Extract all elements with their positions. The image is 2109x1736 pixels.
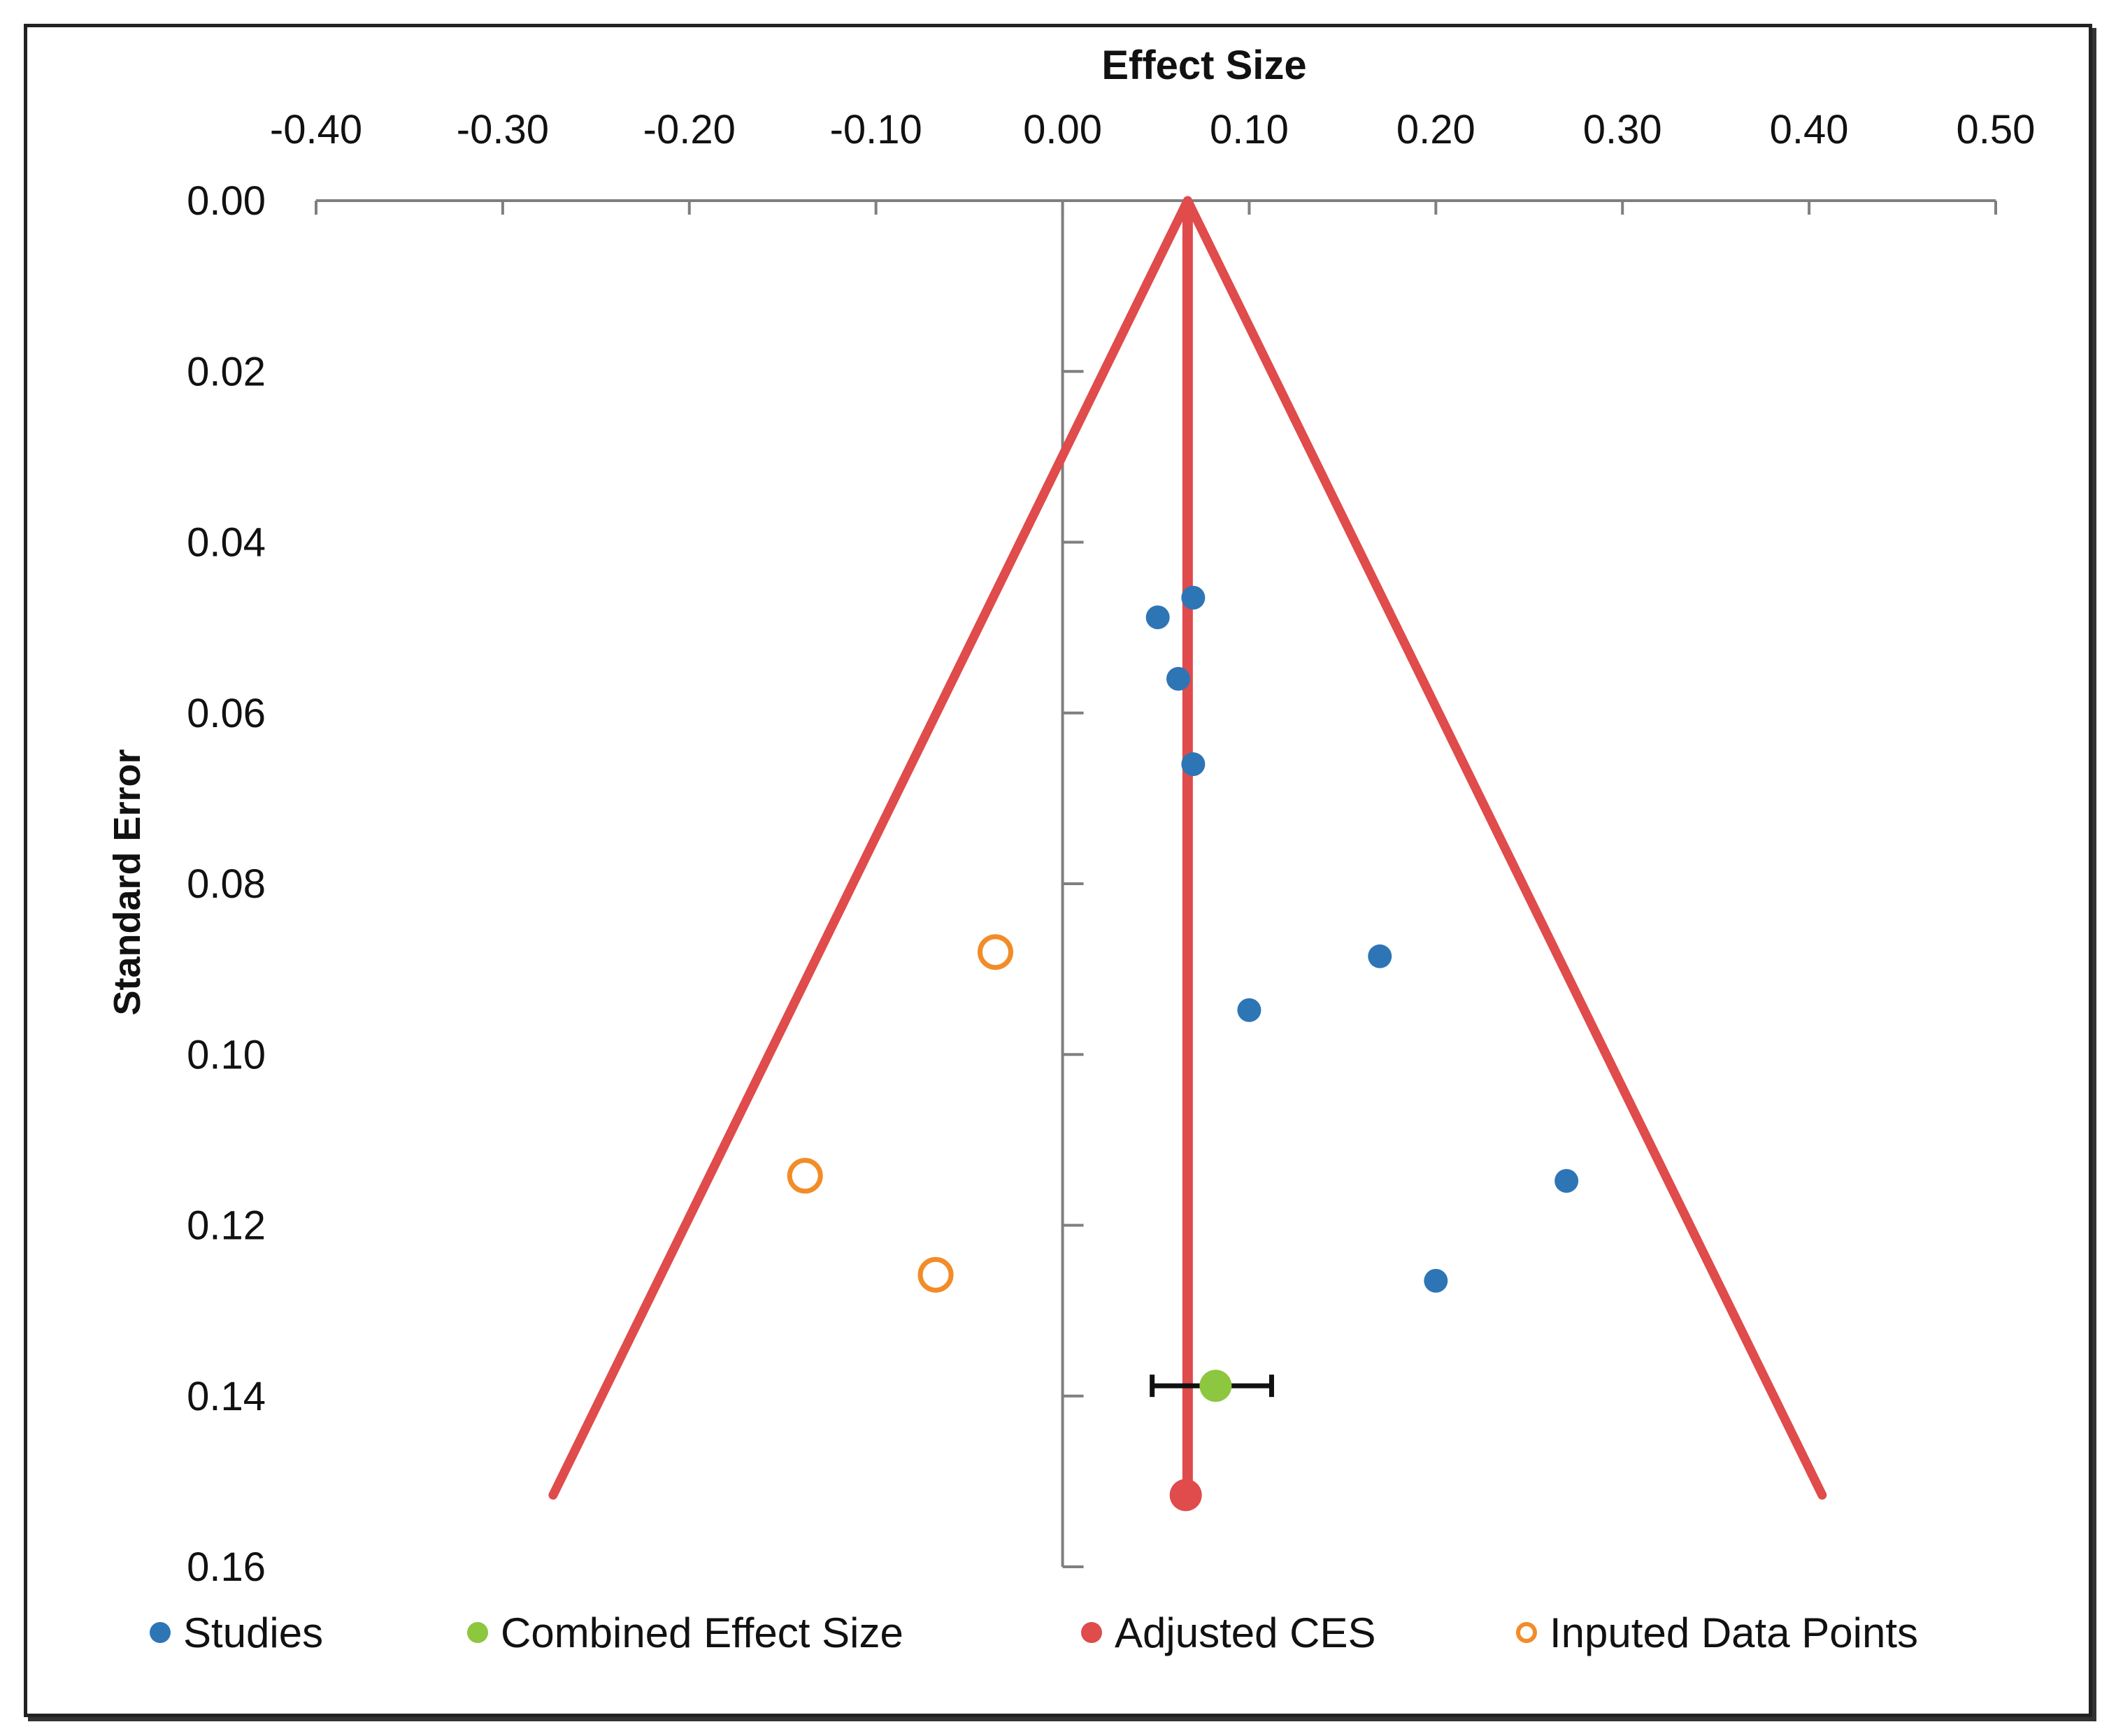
funnel-right-line [1182, 196, 1827, 1500]
studies-point [1181, 752, 1206, 777]
x-tick-label: 0.30 [1583, 107, 1662, 152]
studies-point [1166, 666, 1191, 691]
legend-marker-studies [150, 1622, 171, 1643]
inputed-data-points-point [977, 934, 1013, 970]
funnel-left-line [548, 196, 1192, 1500]
legend: Studies Combined Effect Size Adjusted CE… [24, 1588, 2085, 1679]
y-axis-title: Standard Error [106, 749, 148, 1015]
y-tick-label: 0.06 [187, 691, 266, 736]
y-tick-label: 0.10 [187, 1032, 266, 1077]
x-tick-label: 0.20 [1396, 107, 1475, 152]
legend-marker-combined-effect-size [467, 1622, 488, 1643]
studies-point [1368, 944, 1392, 968]
y-tick-label: 0.02 [187, 349, 266, 394]
studies-point [1424, 1268, 1448, 1293]
y-tick-label: 0.12 [187, 1203, 266, 1249]
inputed-data-points-point [787, 1158, 823, 1194]
legend-item-adjusted-ces: Adjusted CES [1081, 1608, 1376, 1657]
combined-effect-size-point [1199, 1370, 1232, 1403]
y-tick-label: 0.08 [187, 861, 266, 907]
adjusted-ces-point [1169, 1479, 1202, 1512]
x-tick-label: -0.30 [457, 107, 549, 152]
legend-marker-adjusted-ces [1081, 1622, 1102, 1643]
legend-marker-inputed-data-points [1516, 1622, 1537, 1643]
y-tick-label: 0.00 [187, 178, 266, 224]
x-tick-label: 0.40 [1770, 107, 1849, 152]
y-tick-label: 0.04 [187, 520, 266, 566]
x-tick-label: 0.10 [1210, 107, 1289, 152]
studies-point [1554, 1168, 1579, 1193]
legend-item-combined-effect-size: Combined Effect Size [467, 1608, 903, 1657]
legend-item-studies: Studies [150, 1608, 323, 1657]
x-tick-label: 0.00 [1023, 107, 1102, 152]
y-tick-label: 0.16 [187, 1544, 266, 1590]
legend-label-studies: Studies [183, 1609, 324, 1656]
studies-point [1237, 998, 1261, 1022]
x-axis-title: Effect Size [1101, 43, 1306, 88]
studies-point [1145, 605, 1170, 629]
legend-label-inputed-data-points: Inputed Data Points [1550, 1609, 1919, 1656]
x-tick-label: -0.40 [270, 107, 362, 152]
x-tick-label: -0.20 [643, 107, 736, 152]
legend-label-combined-effect-size: Combined Effect Size [501, 1609, 903, 1656]
x-tick-label: 0.50 [1957, 107, 2036, 152]
inputed-data-points-point [917, 1256, 954, 1293]
chart-frame [24, 24, 2092, 1717]
studies-point [1181, 585, 1206, 610]
legend-item-inputed-data-points: Inputed Data Points [1516, 1608, 1918, 1657]
y-tick-label: 0.14 [187, 1374, 266, 1419]
legend-label-adjusted-ces: Adjusted CES [1115, 1609, 1376, 1656]
x-tick-label: -0.10 [830, 107, 922, 152]
